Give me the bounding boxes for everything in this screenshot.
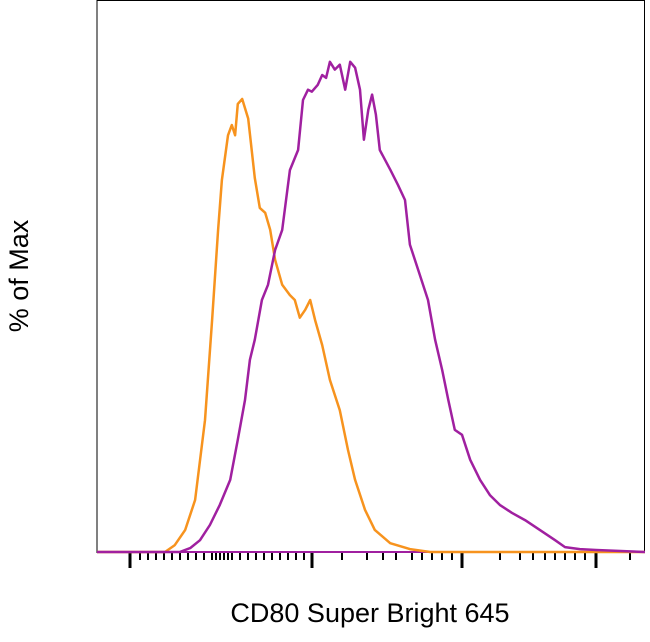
x-axis-ticks bbox=[97, 551, 645, 568]
series-line-2 bbox=[97, 60, 646, 554]
series-layer bbox=[97, 60, 646, 554]
y-axis-label: % of Max bbox=[4, 219, 34, 332]
plot-frame bbox=[96, 0, 645, 553]
series-line-1 bbox=[97, 97, 645, 554]
x-axis-label: CD80 Super Bright 645 bbox=[230, 598, 509, 628]
